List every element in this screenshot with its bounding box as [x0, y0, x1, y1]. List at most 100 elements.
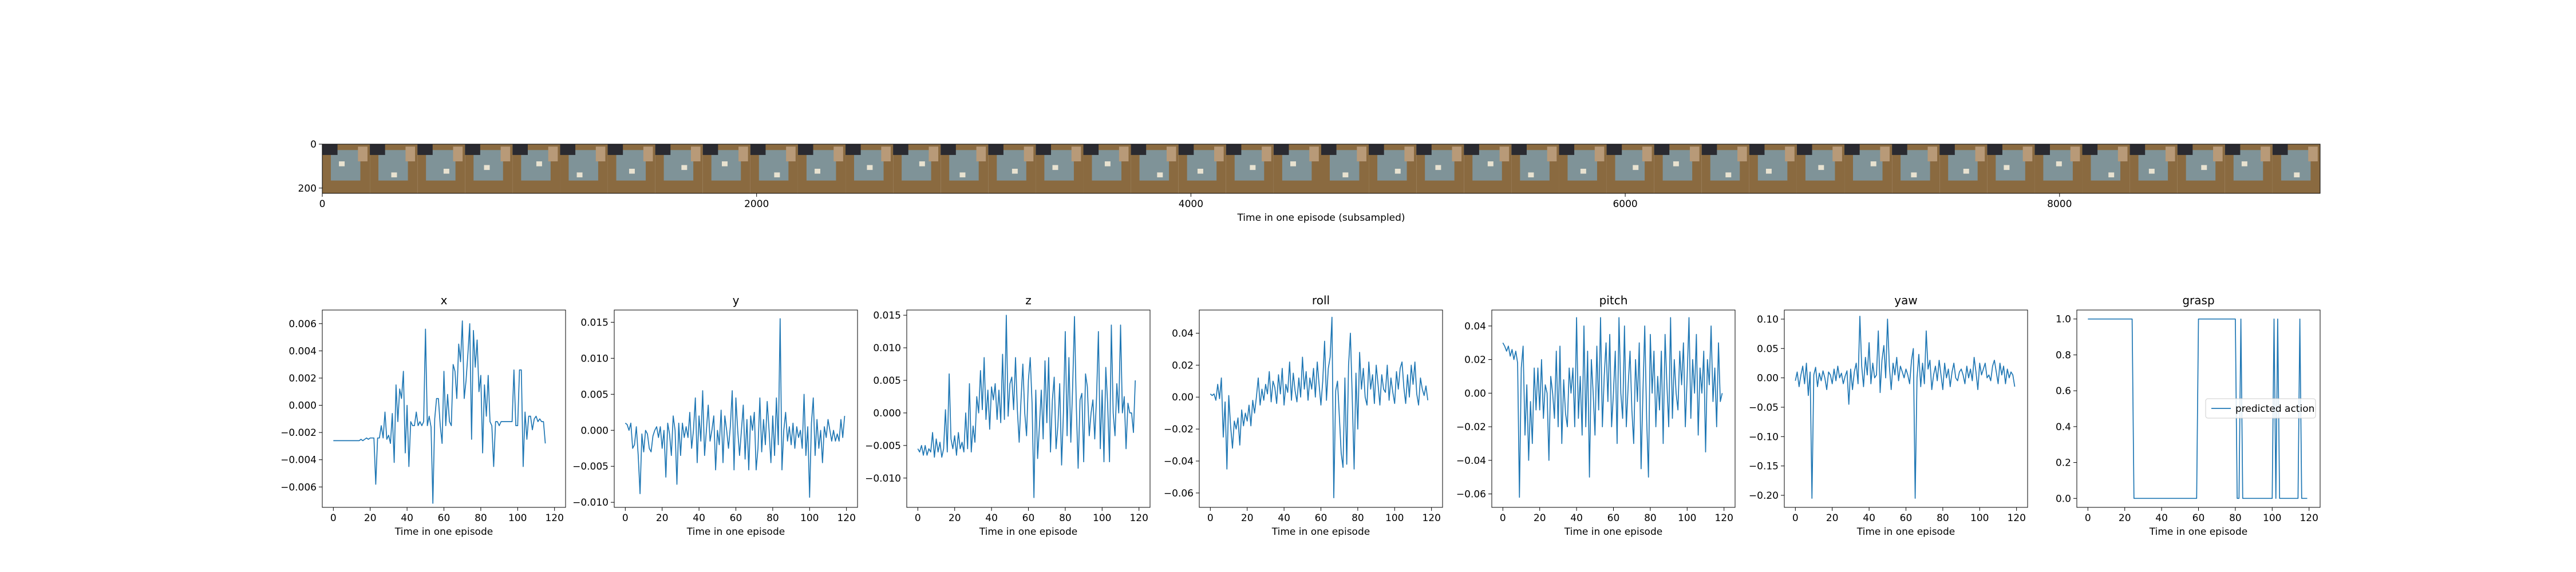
frame-robot	[465, 144, 480, 155]
y-tick-label: 0.015	[580, 317, 609, 328]
x-tick-label: 80	[767, 513, 779, 524]
episode-frame	[702, 144, 750, 193]
frame-robot	[322, 144, 338, 155]
y-tick-label: 0.00	[1464, 388, 1486, 399]
x-tick-label: 20	[1534, 513, 1546, 524]
frame-tray	[2233, 150, 2263, 181]
x-tick-label: 60	[1607, 513, 1620, 524]
frame-robot	[1796, 144, 1812, 155]
x-axis-label: Time in one episode	[686, 526, 785, 538]
frame-object	[681, 165, 688, 170]
frame-object	[2241, 161, 2247, 166]
frame-tray	[1282, 150, 1312, 181]
y-tick-label: 0.000	[873, 408, 901, 419]
x-tick-label: 80	[1937, 513, 1949, 524]
frame-robot	[2034, 144, 2050, 155]
episode-frame	[322, 144, 370, 193]
subplot-title: x	[441, 293, 448, 307]
frame-object	[1157, 172, 1163, 178]
subplot-title: z	[1025, 293, 1032, 307]
frame-robot	[941, 144, 956, 155]
frame-robot	[1321, 144, 1337, 155]
x-tick-label: 100	[1678, 513, 1696, 524]
frame-robot	[1416, 144, 1432, 155]
x-tick-label: 20	[1826, 513, 1839, 524]
x-tick-label: 20	[2119, 513, 2131, 524]
frame-robot	[750, 144, 766, 155]
frame-tray	[758, 150, 789, 181]
x-tick-label: 0	[1500, 513, 1506, 524]
frame-arm	[2022, 146, 2033, 162]
frame-robot	[1273, 144, 1289, 155]
y-tick-label: 0.04	[1464, 321, 1486, 332]
x-tick-label: 40	[693, 513, 705, 524]
frame-robot	[512, 144, 528, 155]
frame-object	[1633, 165, 1639, 170]
frame-object	[629, 169, 635, 174]
x-tick-label: 100	[1385, 513, 1404, 524]
strip-x-axis-label: Time in one episode (subsampled)	[1236, 212, 1405, 224]
frame-robot	[1606, 144, 1622, 155]
frame-robot	[370, 144, 385, 155]
episode-frame	[1606, 144, 1654, 193]
x-tick-label: 120	[837, 513, 855, 524]
frame-arm	[1262, 146, 1271, 162]
frame-robot	[417, 144, 433, 155]
frame-tray	[2091, 150, 2120, 181]
frame-tray	[663, 150, 694, 181]
frame-arm	[1024, 146, 1034, 162]
x-axis-label: Time in one episode	[2149, 526, 2247, 538]
episode-frame	[417, 144, 465, 193]
y-tick-label: −0.04	[1164, 456, 1194, 467]
episode-frame	[750, 144, 798, 193]
y-tick-label: 0.05	[1757, 343, 1779, 355]
episode-frame	[1749, 144, 1797, 193]
frame-arm	[833, 146, 843, 162]
x-tick-label: 100	[800, 513, 819, 524]
frame-arm	[595, 146, 606, 162]
x-tick-label: 0	[915, 513, 921, 524]
legend: predicted action	[2205, 398, 2316, 419]
x-tick-label: 20	[1241, 513, 1254, 524]
y-tick-label: 0.04	[1172, 328, 1194, 340]
frame-object	[867, 165, 873, 170]
frame-robot	[2272, 144, 2288, 155]
frame-object	[722, 161, 728, 166]
y-tick-label: −0.010	[865, 473, 901, 484]
frame-arm	[786, 146, 796, 162]
y-tick-label: 0.00	[1172, 392, 1194, 403]
series-line	[625, 318, 846, 498]
frame-arm	[2117, 146, 2128, 162]
frame-arm	[500, 146, 511, 162]
frame-robot	[702, 144, 718, 155]
series-line	[1502, 317, 1723, 498]
series-line	[1210, 316, 1429, 499]
episode-frame	[2225, 144, 2273, 193]
frame-tray	[1757, 150, 1788, 181]
y-tick-label: 0.010	[580, 353, 609, 364]
frame-object	[2108, 172, 2115, 178]
frame-robot	[1369, 144, 1384, 155]
y-tick-label: −0.02	[1164, 424, 1194, 435]
y-tick-label: −0.02	[1456, 422, 1486, 433]
frame-object	[1580, 169, 1586, 174]
y-tick-label: 0.006	[289, 319, 317, 330]
frame-arm	[643, 146, 653, 162]
y-tick-label: 0.4	[2056, 422, 2071, 433]
y-tick-label: 0.000	[289, 400, 317, 412]
frame-object	[1818, 165, 1824, 170]
subplot-title: pitch	[1599, 293, 1628, 307]
episode-frame	[560, 144, 608, 193]
frame-arm	[881, 146, 891, 162]
x-axis-label: Time in one episode	[979, 526, 1077, 538]
frame-object	[1487, 161, 1494, 166]
episode-frame	[2034, 144, 2083, 193]
x-tick-label: 40	[985, 513, 998, 524]
frame-tray	[1615, 150, 1645, 181]
frame-arm	[1832, 146, 1842, 162]
y-tick-label: 0.6	[2056, 386, 2071, 397]
x-tick-label: 120	[2300, 513, 2318, 524]
episode-frame	[1511, 144, 1559, 193]
frame-arm	[1166, 146, 1176, 162]
x-tick-label: 40	[401, 513, 413, 524]
